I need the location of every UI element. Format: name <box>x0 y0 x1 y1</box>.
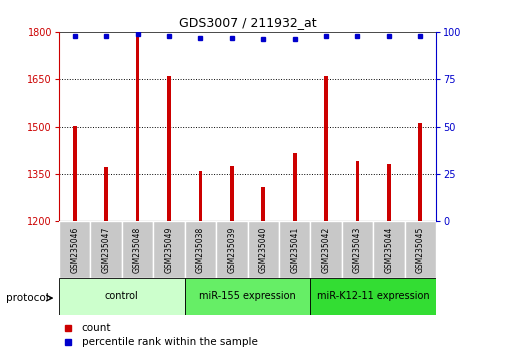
Text: GSM235049: GSM235049 <box>165 226 173 273</box>
Text: GSM235040: GSM235040 <box>259 226 268 273</box>
Title: GDS3007 / 211932_at: GDS3007 / 211932_at <box>179 16 317 29</box>
Text: GSM235042: GSM235042 <box>322 227 330 273</box>
Text: miR-155 expression: miR-155 expression <box>199 291 296 302</box>
Bar <box>104 167 108 221</box>
Text: GSM235043: GSM235043 <box>353 226 362 273</box>
Text: count: count <box>82 322 111 332</box>
Bar <box>167 76 171 221</box>
Bar <box>90 221 122 278</box>
Bar <box>279 221 310 278</box>
Text: GSM235041: GSM235041 <box>290 227 299 273</box>
Bar <box>216 221 247 278</box>
Bar <box>373 221 405 278</box>
Bar <box>135 33 140 221</box>
Text: percentile rank within the sample: percentile rank within the sample <box>82 337 258 348</box>
Bar <box>230 166 234 221</box>
Text: GSM235046: GSM235046 <box>70 226 79 273</box>
Bar <box>59 221 90 278</box>
Bar <box>324 76 328 221</box>
Bar <box>310 278 436 315</box>
Bar <box>153 221 185 278</box>
Bar <box>310 221 342 278</box>
Bar <box>387 164 391 221</box>
Bar <box>185 221 216 278</box>
Bar <box>247 221 279 278</box>
Text: GSM235044: GSM235044 <box>384 226 393 273</box>
Bar <box>261 187 265 221</box>
Bar <box>73 126 76 221</box>
Bar <box>122 221 153 278</box>
Text: GSM235048: GSM235048 <box>133 227 142 273</box>
Bar <box>293 153 297 221</box>
Text: GSM235045: GSM235045 <box>416 226 425 273</box>
Bar <box>185 278 310 315</box>
Bar <box>342 221 373 278</box>
Text: protocol: protocol <box>6 293 49 303</box>
Text: GSM235039: GSM235039 <box>227 226 236 273</box>
Text: GSM235038: GSM235038 <box>196 227 205 273</box>
Bar <box>405 221 436 278</box>
Bar <box>419 124 422 221</box>
Text: control: control <box>105 291 139 302</box>
Text: GSM235047: GSM235047 <box>102 226 111 273</box>
Bar <box>356 161 360 221</box>
Bar <box>199 171 202 221</box>
Text: miR-K12-11 expression: miR-K12-11 expression <box>317 291 429 302</box>
Bar <box>59 278 185 315</box>
